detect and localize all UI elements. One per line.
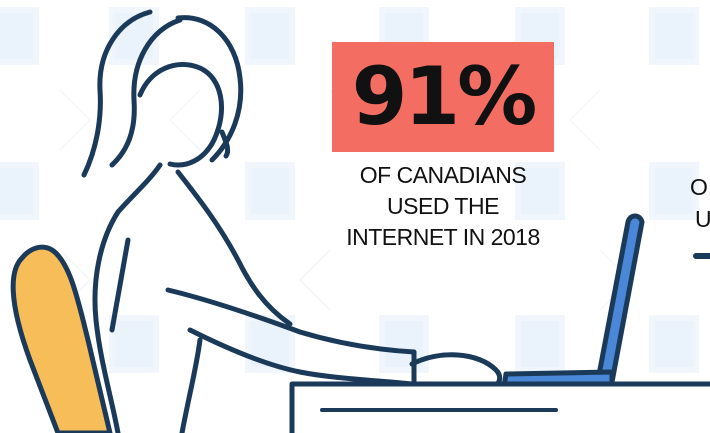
stat-caption-line: INTERNET IN 2018 [346, 224, 540, 250]
stat-badge: 91% [332, 42, 554, 152]
edge-text-line-1: O [690, 174, 708, 200]
woman-illustration [81, 9, 503, 433]
stat-caption: OF CANADIANS USED THE INTERNET IN 2018 [322, 160, 564, 253]
stat-caption-line: USED THE [387, 193, 499, 219]
stat-value: 91% [351, 50, 537, 143]
chair-illustration [10, 244, 113, 433]
stat-caption-line: OF CANADIANS [359, 162, 527, 188]
edge-text-line-2: U [695, 206, 710, 232]
